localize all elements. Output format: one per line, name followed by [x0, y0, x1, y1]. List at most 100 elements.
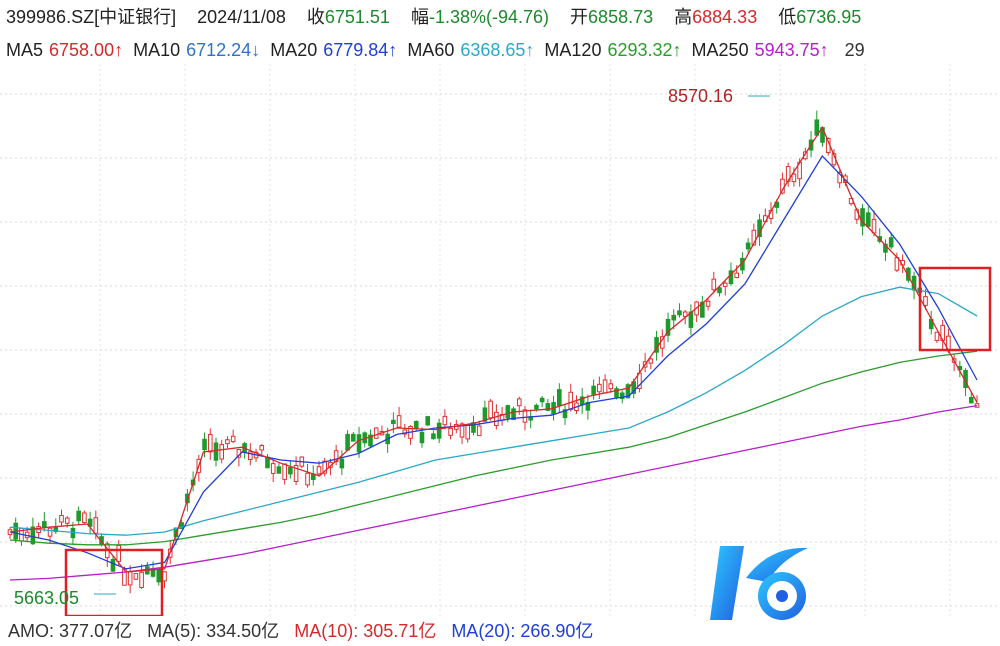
candle-body — [402, 429, 408, 435]
ma20-vol-value: 266.90亿 — [520, 621, 594, 641]
ma-line-ma120 — [9, 350, 978, 546]
candle-body — [356, 434, 362, 453]
ma-legend-label: MA10 — [133, 40, 181, 60]
candle-body — [682, 311, 688, 318]
ma10-vol-label: MA(10): — [294, 621, 359, 641]
high-value: 6884.33 — [692, 7, 758, 27]
candle-body — [373, 427, 379, 439]
ma-legend-value: 6779.84↑ — [323, 40, 398, 60]
candle-body — [30, 526, 36, 545]
candle-body — [539, 397, 545, 403]
index-code: 399986.SZ[中证银行] — [6, 7, 177, 27]
candle-body — [259, 445, 265, 451]
candle-body — [751, 229, 757, 246]
candle-body — [391, 419, 396, 425]
candle-body — [202, 438, 207, 451]
candle-body — [93, 517, 99, 534]
candle-body — [671, 314, 677, 321]
candle-body — [396, 415, 402, 428]
candle-body — [305, 472, 310, 486]
candle-body — [883, 243, 888, 253]
candle-body — [179, 522, 184, 530]
close-label: 收 — [306, 7, 325, 27]
candle-body — [745, 242, 751, 250]
ma-legend-label: MA250 — [691, 40, 749, 60]
ma-legend-value: 6293.32↑ — [607, 40, 682, 60]
candle-body — [288, 466, 293, 475]
ma-legend-value: 29 — [844, 40, 865, 60]
candle-body — [619, 392, 625, 400]
candle-body — [597, 383, 602, 393]
candle-body — [413, 420, 419, 429]
candle-body — [557, 389, 562, 407]
ma-legend-row: MA5 6758.00↑ MA10 6712.24↓ MA20 6779.84↑ MA60 6… — [6, 39, 875, 61]
ma20-vol-label: MA(20): — [451, 621, 516, 641]
candle-body — [476, 425, 482, 437]
quote-date: 2024/11/08 — [197, 7, 286, 27]
ma-line-ma5 — [9, 125, 978, 573]
ma-line-ma60 — [9, 286, 978, 536]
candle-body — [968, 397, 974, 404]
amo-label: AMO: — [8, 621, 55, 641]
candle-body — [276, 466, 282, 474]
highlight-box-recent — [918, 266, 992, 352]
candle-body — [471, 422, 476, 433]
candle-body — [923, 296, 928, 306]
close-value: 6751.51 — [324, 7, 390, 27]
candle-body — [436, 422, 442, 439]
change-label: 幅 — [410, 7, 429, 27]
high-price-label: 8570.16 — [668, 86, 733, 106]
candle-body — [465, 424, 471, 440]
quote-header: 399986.SZ[中证银行] 2024/11/08 收6751.51 幅-1.… — [6, 6, 861, 28]
candle-body — [133, 573, 139, 580]
candle-body — [127, 571, 133, 586]
candle-body — [76, 510, 81, 522]
candle-body — [448, 427, 453, 436]
amo-value: 377.07亿 — [59, 621, 133, 641]
candle-body — [545, 403, 551, 411]
low-value: 6736.95 — [796, 7, 862, 27]
candle-body — [442, 415, 448, 426]
candle-body — [934, 331, 940, 341]
candle-body — [803, 151, 808, 160]
candle-body — [207, 433, 213, 453]
candle-body — [82, 512, 87, 524]
candle-body — [505, 405, 511, 419]
candle-body — [139, 571, 144, 588]
candle-body — [705, 300, 711, 307]
candle-body — [888, 237, 894, 248]
candle-body — [156, 569, 162, 583]
candle-body — [602, 379, 608, 394]
ma-line-ma250 — [9, 404, 978, 581]
candle-body — [42, 521, 47, 528]
ma-line-ma20 — [9, 154, 978, 570]
candle-body — [459, 423, 465, 438]
high-label: 高 — [674, 7, 693, 27]
candle-body — [865, 212, 871, 227]
candle-body — [248, 451, 253, 461]
candle-body — [110, 558, 116, 572]
candle-body — [562, 409, 568, 419]
candle-body — [339, 458, 345, 469]
candle-body — [425, 416, 430, 426]
low-price-label: 5663.05 — [14, 588, 79, 608]
low-label: 低 — [778, 7, 797, 27]
candle-body — [419, 431, 425, 444]
candle-body — [614, 388, 619, 398]
logo-icon — [710, 546, 808, 620]
candle-body — [591, 385, 596, 395]
open-value: 6858.73 — [588, 7, 654, 27]
candle-body — [282, 463, 287, 480]
candle-body — [64, 517, 70, 524]
candle-body — [522, 409, 528, 423]
ma-legend-value: 6712.24↓ — [186, 40, 261, 60]
ma5-vol-value: 334.50亿 — [206, 621, 280, 641]
candle-body — [734, 272, 739, 279]
ma-legend-label: MA20 — [270, 40, 318, 60]
candle-body — [270, 463, 276, 474]
candle-body — [494, 411, 499, 427]
candle-body — [625, 384, 631, 399]
candle-body — [711, 278, 717, 291]
ma-legend-value: 6758.00↑ — [49, 40, 124, 60]
ma10-vol-value: 305.71亿 — [363, 621, 437, 641]
